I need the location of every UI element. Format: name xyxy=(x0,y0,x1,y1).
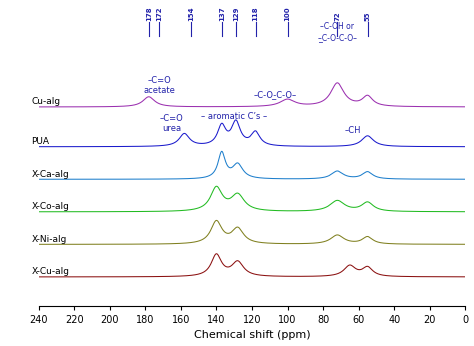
Text: Cu-alg: Cu-alg xyxy=(31,97,61,106)
Text: 172: 172 xyxy=(156,6,163,21)
Text: –C=O
acetate: –C=O acetate xyxy=(144,76,175,95)
Text: 72: 72 xyxy=(334,11,340,21)
Text: 118: 118 xyxy=(253,6,258,21)
Text: –C=O
urea: –C=O urea xyxy=(160,113,184,133)
Text: X-Cu-alg: X-Cu-alg xyxy=(31,267,69,276)
Text: X-Co-alg: X-Co-alg xyxy=(31,202,69,211)
Text: 154: 154 xyxy=(189,6,194,21)
Text: X-Ni-alg: X-Ni-alg xyxy=(31,235,67,244)
X-axis label: Chemical shift (ppm): Chemical shift (ppm) xyxy=(194,330,310,340)
Text: X-Ca-alg: X-Ca-alg xyxy=(31,170,69,179)
Text: PUA: PUA xyxy=(31,137,49,146)
Text: –C-O-̲C-O–: –C-O-̲C-O– xyxy=(254,90,297,99)
Text: 100: 100 xyxy=(284,6,291,21)
Text: 55: 55 xyxy=(365,11,371,21)
Text: 178: 178 xyxy=(146,6,152,21)
Text: – aromatic C’s –: – aromatic C’s – xyxy=(201,112,267,121)
Text: 129: 129 xyxy=(233,6,239,21)
Text: –C-OH or
–̲C-O-C-O–: –C-OH or –̲C-O-C-O– xyxy=(318,22,357,42)
Text: 137: 137 xyxy=(219,6,225,21)
Text: –CH: –CH xyxy=(345,126,362,135)
